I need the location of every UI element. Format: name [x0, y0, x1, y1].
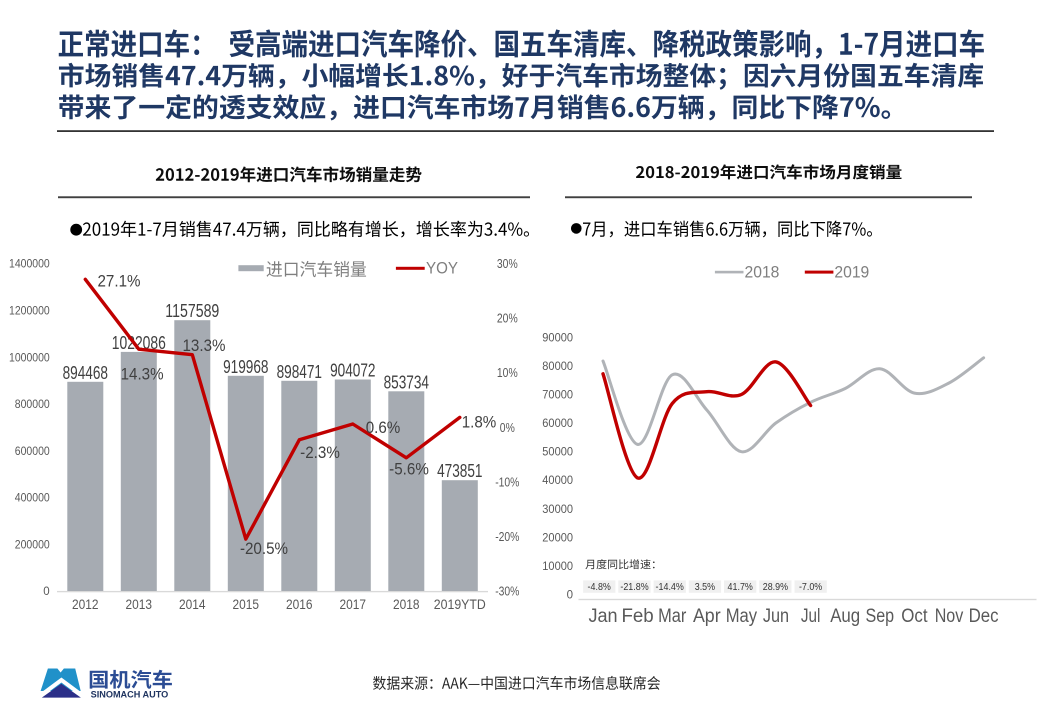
svg-text:2018: 2018: [393, 597, 420, 612]
svg-text:Jun: Jun: [763, 606, 789, 627]
svg-text:2016: 2016: [286, 597, 313, 612]
svg-text:20000: 20000: [542, 532, 573, 544]
svg-text:600000: 600000: [15, 446, 50, 458]
svg-text:70000: 70000: [542, 390, 573, 402]
svg-text:10%: 10%: [497, 366, 518, 380]
svg-text:0%: 0%: [500, 421, 515, 435]
svg-text:-21.8%: -21.8%: [620, 581, 648, 593]
svg-text:Oct: Oct: [901, 606, 928, 627]
svg-text:40000: 40000: [542, 475, 573, 487]
svg-text:2017: 2017: [340, 597, 367, 612]
svg-text:13.3%: 13.3%: [183, 337, 226, 355]
svg-text:2014: 2014: [179, 597, 206, 612]
svg-text:473851: 473851: [437, 461, 482, 481]
svg-text:904072: 904072: [330, 361, 375, 381]
svg-text:2018: 2018: [745, 263, 780, 281]
svg-text:Jan: Jan: [588, 606, 617, 627]
svg-text:1200000: 1200000: [9, 306, 50, 318]
svg-text:Aug: Aug: [830, 606, 860, 627]
svg-text:800000: 800000: [15, 399, 50, 411]
svg-text:2015: 2015: [233, 597, 260, 612]
svg-text:-14.4%: -14.4%: [656, 581, 684, 593]
svg-text:0.6%: 0.6%: [366, 419, 401, 437]
svg-text:Dec: Dec: [969, 606, 999, 627]
svg-text:30000: 30000: [542, 504, 573, 516]
svg-text:90000: 90000: [542, 332, 573, 344]
svg-text:41.7%: 41.7%: [728, 581, 753, 593]
svg-text:Sep: Sep: [866, 606, 895, 627]
svg-text:894468: 894468: [63, 363, 108, 383]
svg-text:2012: 2012: [72, 597, 99, 612]
svg-text:3.5%: 3.5%: [695, 581, 715, 593]
svg-text:May: May: [726, 606, 758, 627]
svg-text:-4.8%: -4.8%: [588, 581, 611, 593]
svg-text:0: 0: [43, 586, 49, 598]
svg-text:1.8%: 1.8%: [462, 414, 497, 432]
svg-text:-7.0%: -7.0%: [799, 581, 822, 593]
svg-text:Jul: Jul: [801, 606, 821, 627]
svg-text:200000: 200000: [15, 539, 50, 551]
svg-text:Mar: Mar: [658, 606, 687, 627]
svg-text:27.1%: 27.1%: [98, 272, 141, 290]
svg-text:10000: 10000: [542, 561, 573, 573]
svg-text:50000: 50000: [542, 447, 573, 459]
svg-text:1400000: 1400000: [9, 259, 50, 271]
svg-text:60000: 60000: [542, 418, 573, 430]
svg-text:898471: 898471: [277, 362, 322, 382]
svg-text:-5.6%: -5.6%: [389, 461, 429, 479]
svg-text:2019: 2019: [834, 263, 869, 281]
svg-text:2019YTD: 2019YTD: [434, 597, 486, 612]
svg-text:919968: 919968: [223, 357, 268, 377]
svg-text:30%: 30%: [497, 257, 518, 271]
svg-text:-30%: -30%: [495, 585, 519, 599]
svg-text:400000: 400000: [15, 493, 50, 505]
svg-text:80000: 80000: [542, 361, 573, 373]
svg-text:1000000: 1000000: [9, 352, 50, 364]
svg-text:-20%: -20%: [495, 530, 519, 544]
svg-text:-20.5%: -20.5%: [240, 540, 288, 558]
svg-text:2013: 2013: [126, 597, 153, 612]
svg-text:-10%: -10%: [495, 475, 519, 489]
svg-text:1157589: 1157589: [165, 301, 219, 321]
svg-text:1022086: 1022086: [112, 333, 166, 353]
svg-text:28.9%: 28.9%: [763, 581, 788, 593]
svg-text:Apr: Apr: [693, 606, 721, 627]
svg-text:YOY: YOY: [426, 259, 458, 278]
svg-text:20%: 20%: [497, 312, 518, 326]
svg-text:SINOMACH AUTO: SINOMACH AUTO: [91, 690, 169, 700]
svg-text:14.3%: 14.3%: [121, 365, 164, 383]
svg-text:853734: 853734: [384, 372, 429, 392]
svg-text:-2.3%: -2.3%: [300, 444, 340, 462]
svg-text:Feb: Feb: [621, 606, 653, 627]
svg-text:Nov: Nov: [935, 606, 964, 627]
svg-text:0: 0: [567, 590, 573, 602]
